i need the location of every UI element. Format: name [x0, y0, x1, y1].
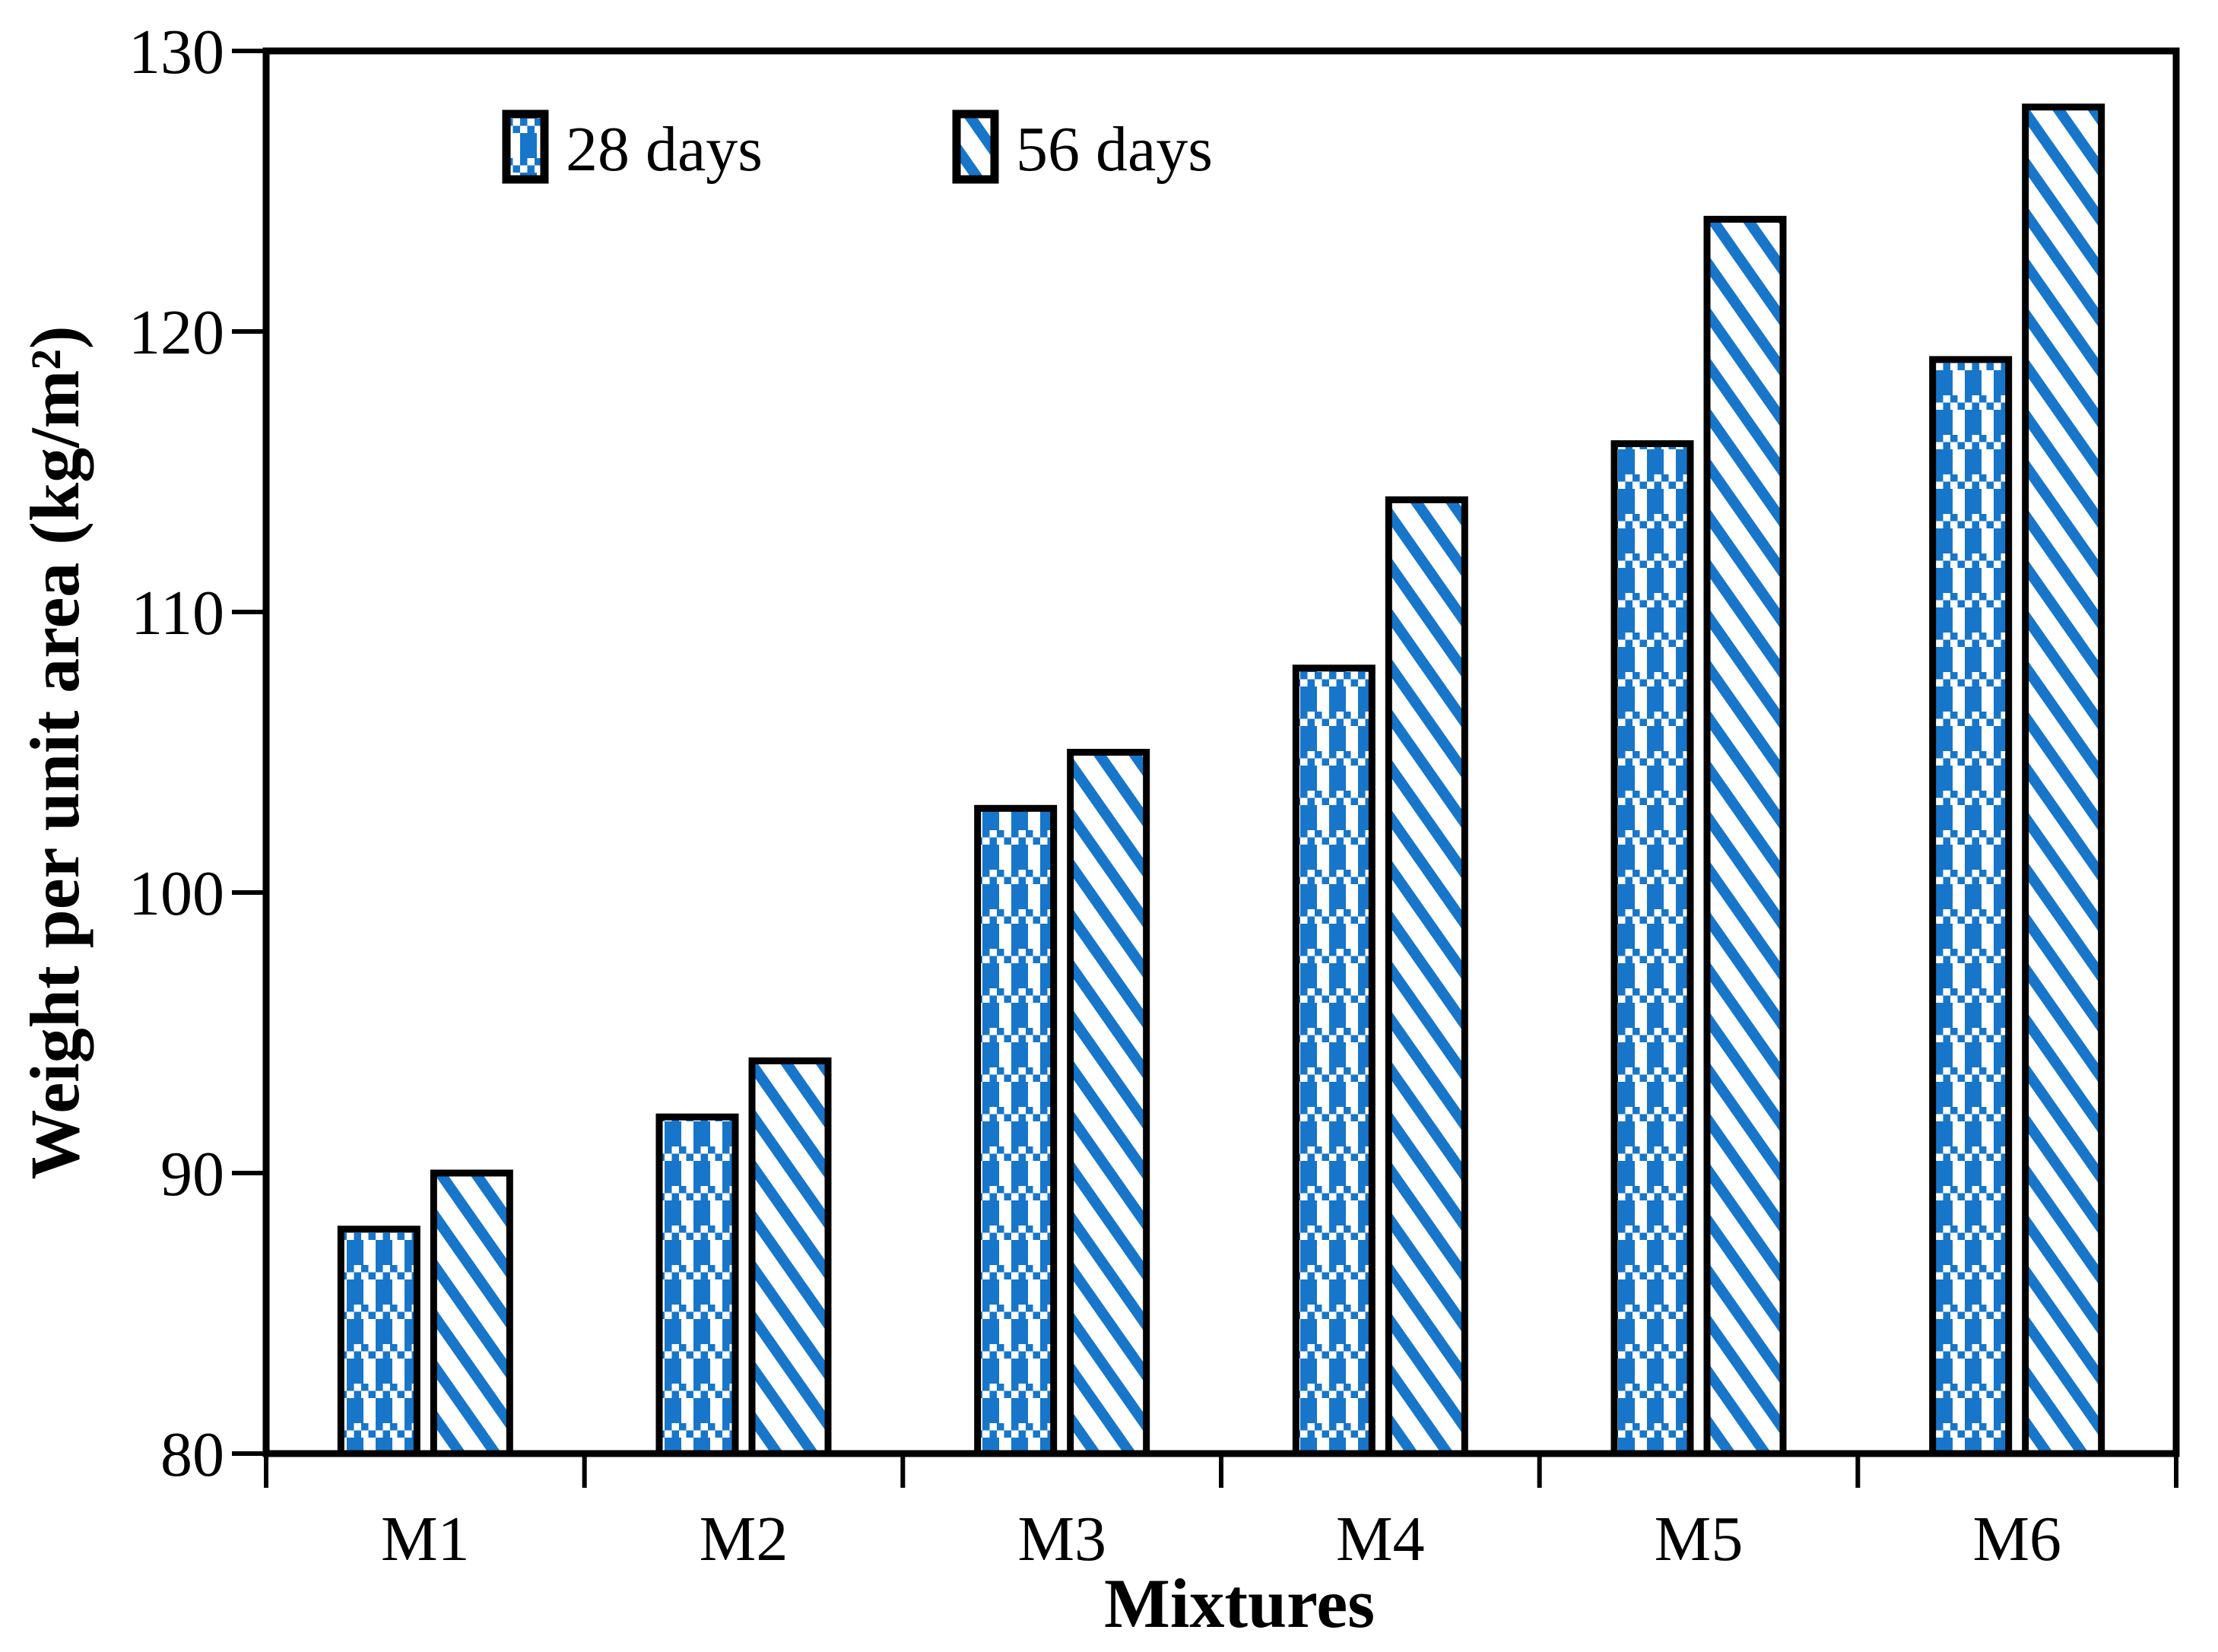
- y-tick-label: 130: [129, 17, 224, 87]
- x-category-label: M2: [700, 1504, 789, 1574]
- x-category-labels: M1 M2 M3 M4 M5 M6: [381, 1504, 2061, 1574]
- y-axis-title: Weight per unit area (kg/m²): [16, 325, 94, 1179]
- bar-M5-28-days: [1610, 440, 1694, 1457]
- legend-label-28-days: 28 days: [566, 114, 763, 185]
- bar-M4-56-days: [1385, 496, 1468, 1457]
- x-category-label: M3: [1017, 1504, 1106, 1574]
- x-category-label: M5: [1655, 1504, 1744, 1574]
- bar-M3-56-days: [1067, 749, 1150, 1457]
- x-axis-ticks: [264, 1454, 2178, 1488]
- y-tick-label: 120: [129, 297, 224, 368]
- bar-M2-28-days: [655, 1113, 739, 1457]
- x-axis-title: Mixtures: [1104, 1565, 1375, 1642]
- y-tick-label: 80: [160, 1419, 224, 1490]
- x-category-label: M6: [1972, 1504, 2061, 1574]
- legend: 28 days 56 days: [502, 109, 1213, 185]
- legend-swatch-28-days: [502, 109, 549, 184]
- bar-M1-28-days: [337, 1226, 420, 1457]
- y-axis-ticks: [232, 49, 266, 1456]
- y-tick-label: 90: [160, 1139, 224, 1210]
- bar-M2-56-days: [748, 1057, 832, 1457]
- bar-M6-56-days: [2022, 103, 2105, 1457]
- y-tick-labels: 80 90 100 110 120 130: [129, 17, 224, 1490]
- legend-label-56-days: 56 days: [1016, 114, 1213, 185]
- bar-M4-28-days: [1292, 664, 1376, 1457]
- bar-M6-28-days: [1929, 356, 2013, 1457]
- legend-swatch-56-days: [952, 109, 999, 184]
- axes-layer: [232, 47, 2180, 1488]
- x-category-label: M4: [1336, 1504, 1425, 1574]
- y-tick-label: 100: [129, 858, 224, 929]
- labels-layer: 80 90 100 110 120 130 M1 M2 M3 M4 M5 M6 Weight per…: [16, 17, 2061, 1642]
- bar-M5-56-days: [1703, 215, 1787, 1457]
- x-category-label: M1: [381, 1504, 470, 1574]
- bars-layer: [337, 103, 2105, 1457]
- bar-M3-28-days: [974, 804, 1058, 1457]
- y-tick-label: 110: [131, 578, 224, 648]
- bar-M1-56-days: [430, 1169, 513, 1457]
- plot-frame: [262, 47, 2180, 1457]
